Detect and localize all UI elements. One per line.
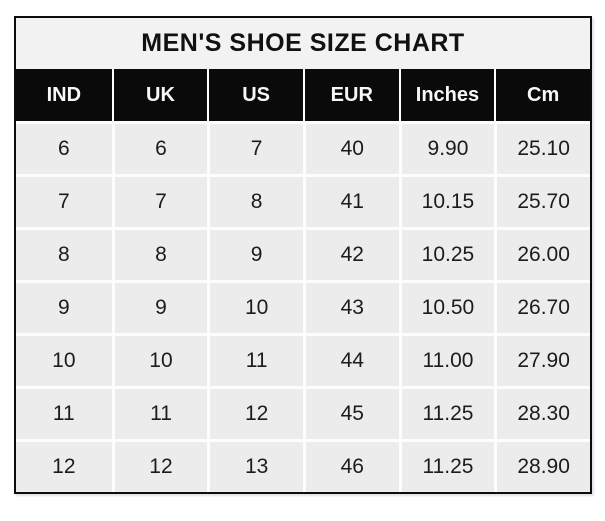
table-row: 9 9 10 43 10.50 26.70	[16, 280, 590, 333]
cell-ind: 7	[16, 174, 112, 227]
cell-eur: 44	[302, 333, 399, 386]
cell-inches: 11.25	[398, 386, 495, 439]
cell-uk: 12	[111, 439, 208, 492]
column-header-cm: Cm	[494, 69, 590, 121]
column-header-inches: Inches	[398, 69, 495, 121]
cell-cm: 27.90	[494, 333, 590, 386]
cell-inches: 10.25	[398, 227, 495, 280]
cell-eur: 42	[302, 227, 399, 280]
cell-us: 12	[207, 386, 303, 439]
cell-ind: 11	[16, 386, 112, 439]
cell-cm: 28.90	[494, 439, 590, 492]
cell-cm: 28.30	[494, 386, 590, 439]
column-header-eur: EUR	[302, 69, 399, 121]
column-header-us: US	[207, 69, 303, 121]
table-row: 8 8 9 42 10.25 26.00	[16, 227, 590, 280]
cell-eur: 45	[302, 386, 399, 439]
cell-eur: 41	[302, 174, 399, 227]
cell-ind: 10	[16, 333, 112, 386]
column-header-ind: IND	[16, 69, 112, 121]
table-row: 6 6 7 40 9.90 25.10	[16, 121, 590, 174]
cell-ind: 9	[16, 280, 112, 333]
shoe-size-chart: MEN'S SHOE SIZE CHART IND UK US EUR Inch…	[14, 16, 592, 494]
cell-eur: 43	[302, 280, 399, 333]
table-row: 11 11 12 45 11.25 28.30	[16, 386, 590, 439]
table-row: 12 12 13 46 11.25 28.90	[16, 439, 590, 492]
cell-eur: 40	[302, 121, 399, 174]
table-header-row: IND UK US EUR Inches Cm	[16, 69, 590, 121]
cell-eur: 46	[302, 439, 399, 492]
cell-uk: 9	[111, 280, 208, 333]
cell-us: 10	[207, 280, 303, 333]
cell-uk: 8	[111, 227, 208, 280]
cell-us: 7	[207, 121, 303, 174]
table-row: 10 10 11 44 11.00 27.90	[16, 333, 590, 386]
cell-cm: 26.70	[494, 280, 590, 333]
cell-uk: 10	[111, 333, 208, 386]
cell-cm: 25.70	[494, 174, 590, 227]
cell-uk: 6	[111, 121, 208, 174]
cell-inches: 11.25	[398, 439, 495, 492]
cell-ind: 8	[16, 227, 112, 280]
cell-uk: 11	[111, 386, 208, 439]
cell-us: 8	[207, 174, 303, 227]
cell-us: 9	[207, 227, 303, 280]
size-table: IND UK US EUR Inches Cm 6 6 7 40 9.90 25…	[16, 69, 590, 492]
cell-us: 13	[207, 439, 303, 492]
cell-ind: 12	[16, 439, 112, 492]
chart-title: MEN'S SHOE SIZE CHART	[16, 18, 590, 69]
cell-cm: 26.00	[494, 227, 590, 280]
cell-cm: 25.10	[494, 121, 590, 174]
cell-inches: 10.50	[398, 280, 495, 333]
cell-inches: 10.15	[398, 174, 495, 227]
table-row: 7 7 8 41 10.15 25.70	[16, 174, 590, 227]
cell-inches: 9.90	[398, 121, 495, 174]
column-header-uk: UK	[111, 69, 208, 121]
cell-ind: 6	[16, 121, 112, 174]
cell-inches: 11.00	[398, 333, 495, 386]
cell-us: 11	[207, 333, 303, 386]
cell-uk: 7	[111, 174, 208, 227]
